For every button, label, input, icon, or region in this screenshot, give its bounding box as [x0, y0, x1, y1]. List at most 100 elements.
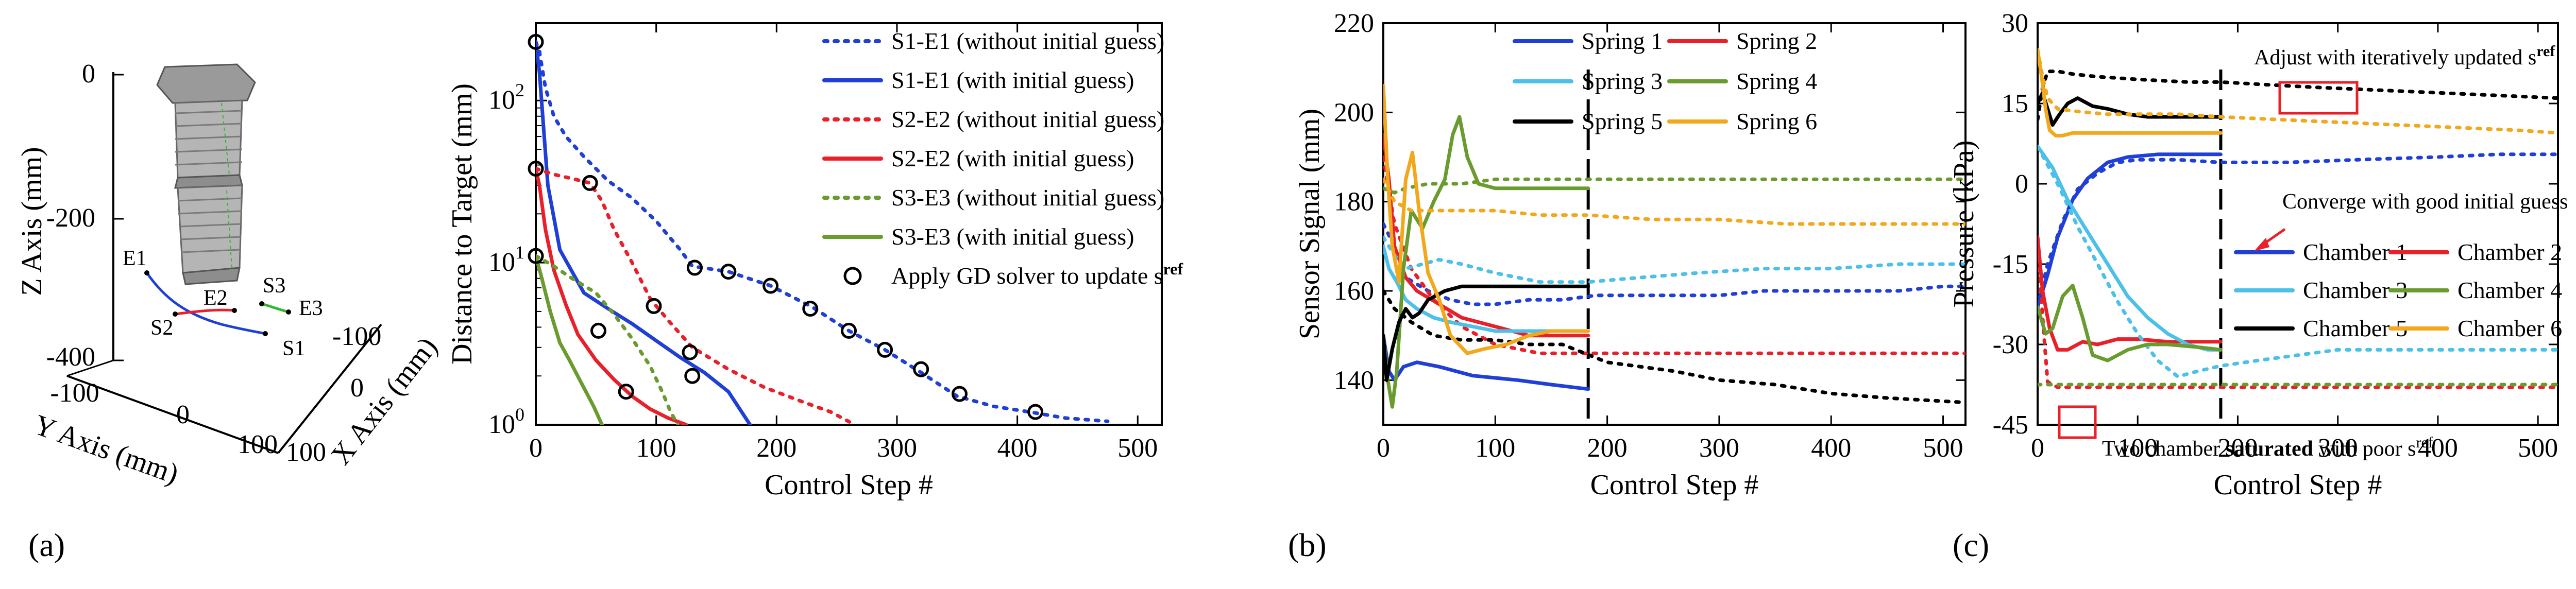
gd-update-marker [762, 278, 779, 294]
sensor-chart: 0 100 200 300 400 500 140 160 180 200 220 Control S… [1294, 9, 1967, 501]
series-line-s2-e2-without-initial-guess- [536, 167, 857, 425]
y-tick-label: 100 [488, 404, 524, 439]
annotation-arrow-head [2254, 238, 2269, 251]
pressure-annotations: Adjust with iteratively updated sref Con… [2058, 43, 2568, 461]
panel-label-b: (b) [1288, 527, 1327, 563]
series-line-spring-1 [1383, 334, 1590, 391]
annotation-box-bottom [2058, 405, 2097, 439]
x-tick-label: 200 [756, 434, 796, 463]
point-label-e1: E1 [123, 247, 147, 270]
y-tick-label: 15 [2002, 89, 2028, 118]
plot-frame [535, 22, 1163, 426]
y-axis-label: Distance to Target (mm) [446, 83, 478, 365]
y-tick-label: 0 [2015, 169, 2028, 199]
series-line-spring-6 [1383, 83, 1590, 355]
panel-a: 0 -200 -400 -100 0 100 -100 0 100 Z Axis… [16, 59, 444, 563]
gd-update-marker [528, 33, 544, 50]
point-label-s3: S3 [263, 274, 285, 298]
legend-label: Spring 4 [1736, 68, 1817, 94]
y-tick-label: 180 [1334, 187, 1374, 217]
endpoint-marker [144, 270, 149, 275]
x-tick-label: 0 [529, 434, 543, 463]
series-line-spring-3 [1383, 244, 1590, 333]
y-tick-label: -45 [1993, 410, 2028, 440]
series-line-spring-5-dotted [1383, 289, 1965, 405]
gd-update-marker [841, 322, 857, 339]
legend-label: Spring 6 [1736, 108, 1817, 134]
point-label-e3: E3 [299, 297, 323, 320]
legend-gd-marker [843, 267, 862, 285]
legend-label: Spring 2 [1736, 28, 1817, 54]
x-tick-label: -100 [332, 322, 381, 351]
legend-label: Spring 5 [1582, 108, 1663, 134]
series-line-spring-5 [1383, 284, 1590, 382]
series-line-spring-4-dotted [1383, 177, 1965, 195]
x-axis-line [277, 323, 382, 454]
y-tick-label: 200 [1334, 98, 1374, 127]
series-line-chamber-1 [2038, 152, 2223, 309]
endpoint-marker [263, 331, 268, 336]
legend-label: Apply GD solver to update sref [891, 259, 1183, 289]
series-line-s1-e1-without-initial-guess- [536, 40, 1110, 423]
pressure-chart: 0 100 200 300 400 500 -45 -30 -15 0 15 30 Control St… [1948, 9, 2562, 501]
gd-update-marker [1027, 404, 1044, 420]
y-axis-label: Sensor Signal (mm) [1294, 109, 1326, 339]
legend-label: Spring 1 [1582, 28, 1663, 54]
series-line-spring-3-dotted [1383, 235, 1965, 284]
x-axis-label: Control Step # [1590, 469, 1759, 501]
gd-update-marker [682, 344, 698, 360]
series-line-chamber-4 [2038, 284, 2223, 362]
z-tick-label: -400 [46, 342, 95, 372]
soft-robot-body [156, 63, 256, 285]
x-tick-label: 300 [2318, 434, 2358, 463]
gd-update-marker [951, 386, 968, 402]
x-tick-label: 100 [2117, 434, 2158, 463]
series-line-chamber-1-dotted [2038, 152, 2558, 309]
series-line-chamber-3-dotted [2038, 144, 2558, 378]
trajectory-s1-e1 [145, 272, 266, 335]
y-tick-label: -30 [1993, 330, 2028, 359]
y-axis-label: Y Axis (mm) [30, 409, 183, 491]
x-tick-label: 500 [1923, 434, 1963, 463]
series-line-chamber-5-dotted [2038, 70, 2558, 122]
y-tick-label: -15 [1993, 250, 2028, 279]
x-tick-label: 500 [2518, 434, 2558, 463]
series-line-s3-e3-without-initial-guess- [536, 254, 680, 425]
x-tick-label: 200 [2217, 434, 2258, 463]
series-line-chamber-6 [2038, 48, 2223, 137]
y-tick-label: 101 [488, 242, 524, 277]
legend-label: S1-E1 (without initial guess) [891, 28, 1164, 54]
x-tick-label: 500 [1117, 434, 1158, 463]
gd-update-marker [582, 175, 598, 191]
y-tick-label: -100 [50, 378, 99, 408]
x-tick-label: 400 [997, 434, 1038, 463]
legend-label: Spring 3 [1582, 68, 1663, 94]
trajectory-s3-e3 [261, 302, 289, 314]
y-tick-label: 220 [1334, 9, 1374, 38]
y-tick-label: 102 [488, 80, 524, 115]
panel-label-c: (c) [1953, 527, 1989, 563]
y-tick-label: 140 [1334, 366, 1374, 395]
series-line-chamber-6-dotted [2038, 48, 2558, 135]
series-line-s2-e2-with-initial-guess- [536, 167, 688, 425]
point-label-s2: S2 [150, 316, 173, 340]
trajectory-s2-e2 [175, 308, 235, 316]
x-tick-label: 100 [286, 438, 326, 467]
panel-label-a: (a) [28, 527, 65, 563]
x-tick-label: 0 [2031, 434, 2044, 463]
gd-update-marker [646, 298, 662, 314]
legend-label: S3-E3 (without initial guess) [891, 184, 1164, 211]
series-line-s3-e3-with-initial-guess- [536, 254, 604, 425]
series-line-s1-e1-with-initial-guess- [536, 40, 752, 425]
axis-corner-line [66, 359, 114, 377]
gd-update-marker [720, 264, 737, 280]
y-axis-line [66, 375, 279, 454]
legend-label: S2-E2 (without initial guess) [891, 106, 1164, 132]
x-tick-label: 400 [2418, 434, 2458, 463]
series-line-chamber-5 [2038, 91, 2223, 127]
y-tick-label: 0 [176, 400, 190, 429]
x-tick-label: 400 [1811, 434, 1851, 463]
x-tick-label: 0 [350, 373, 364, 403]
annotation-box-top [2278, 81, 2359, 115]
